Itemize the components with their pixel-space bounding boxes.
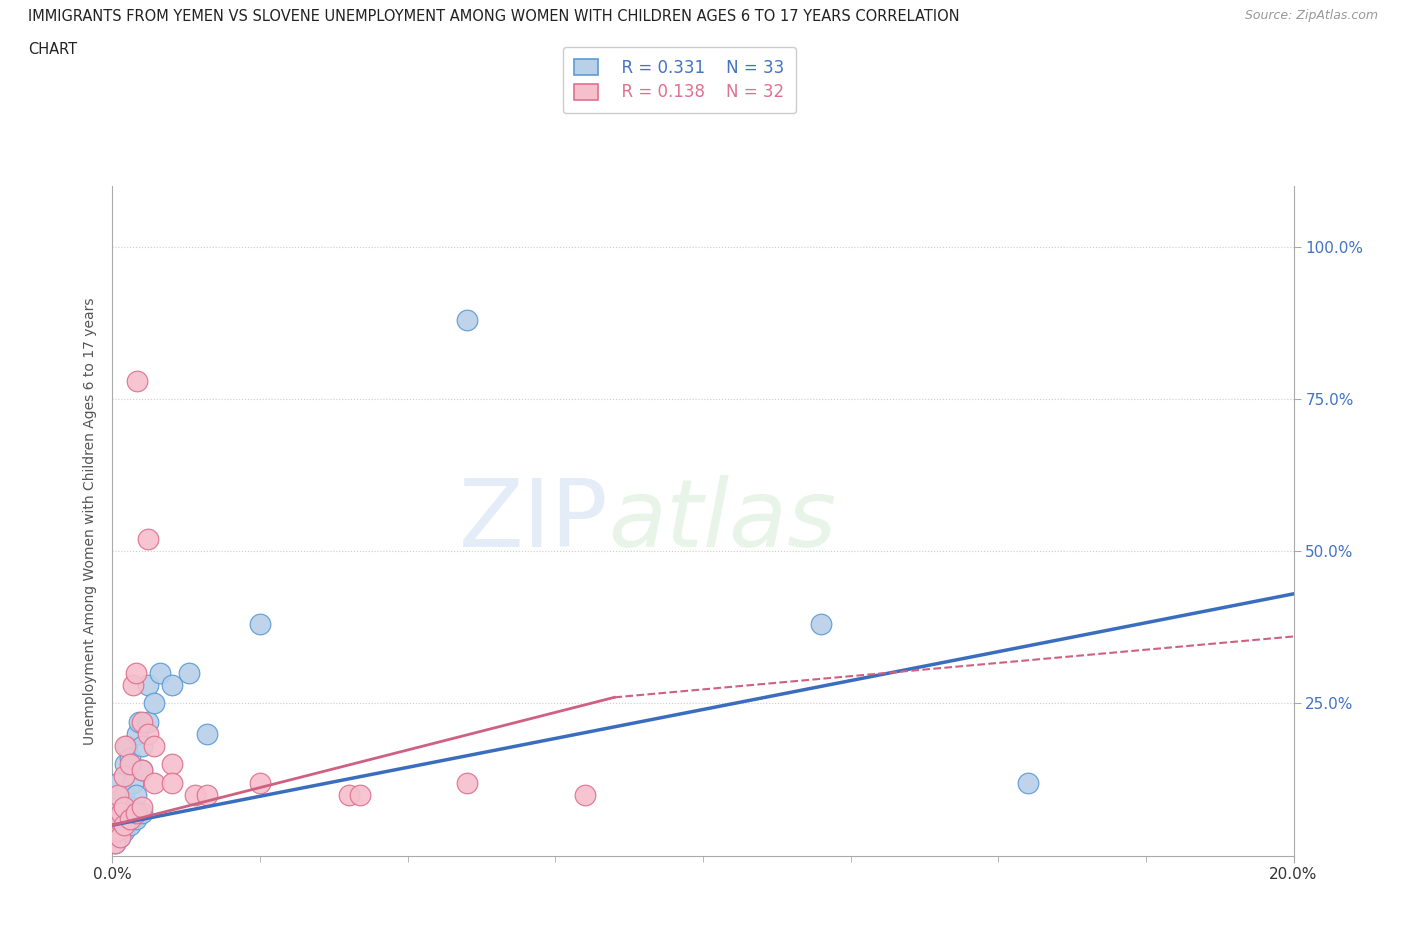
Point bbox=[112, 800, 135, 815]
Point bbox=[105, 817, 128, 832]
Point bbox=[131, 763, 153, 777]
Point bbox=[184, 788, 207, 803]
Point bbox=[131, 800, 153, 815]
Point bbox=[131, 738, 153, 753]
Point bbox=[125, 812, 148, 827]
Point bbox=[131, 763, 153, 777]
Text: atlas: atlas bbox=[609, 475, 837, 566]
Point bbox=[120, 817, 142, 832]
Point bbox=[107, 788, 129, 803]
Point bbox=[149, 666, 172, 681]
Point bbox=[128, 714, 150, 729]
Point bbox=[160, 775, 183, 790]
Point bbox=[131, 714, 153, 729]
Point bbox=[136, 726, 159, 741]
Point bbox=[125, 788, 148, 803]
Point bbox=[114, 757, 136, 772]
Point bbox=[107, 800, 129, 815]
Point bbox=[349, 788, 371, 803]
Point bbox=[122, 678, 145, 693]
Point bbox=[120, 757, 142, 772]
Text: Source: ZipAtlas.com: Source: ZipAtlas.com bbox=[1244, 9, 1378, 22]
Point bbox=[125, 805, 148, 820]
Point bbox=[136, 532, 159, 547]
Point bbox=[114, 738, 136, 753]
Point bbox=[337, 788, 360, 803]
Point bbox=[179, 666, 201, 681]
Point bbox=[104, 836, 127, 851]
Point bbox=[112, 788, 135, 803]
Point bbox=[1017, 775, 1039, 790]
Point bbox=[142, 775, 165, 790]
Point bbox=[136, 714, 159, 729]
Point bbox=[104, 836, 127, 851]
Y-axis label: Unemployment Among Women with Children Ages 6 to 17 years: Unemployment Among Women with Children A… bbox=[83, 297, 97, 745]
Text: IMMIGRANTS FROM YEMEN VS SLOVENE UNEMPLOYMENT AMONG WOMEN WITH CHILDREN AGES 6 T: IMMIGRANTS FROM YEMEN VS SLOVENE UNEMPLO… bbox=[28, 9, 960, 24]
Point bbox=[456, 312, 478, 327]
Point bbox=[110, 812, 132, 827]
Point bbox=[810, 617, 832, 631]
Point bbox=[160, 757, 183, 772]
Point bbox=[127, 373, 149, 388]
Point bbox=[122, 775, 145, 790]
Point bbox=[142, 696, 165, 711]
Point bbox=[195, 726, 218, 741]
Text: ZIP: ZIP bbox=[458, 475, 609, 566]
Point bbox=[112, 817, 135, 832]
Point bbox=[127, 726, 149, 741]
Legend: Immigrants from Yemen, Slovenes: Immigrants from Yemen, Slovenes bbox=[505, 923, 855, 930]
Point bbox=[125, 666, 148, 681]
Point bbox=[107, 812, 129, 827]
Point bbox=[456, 775, 478, 790]
Point bbox=[136, 678, 159, 693]
Point bbox=[131, 805, 153, 820]
Point bbox=[120, 812, 142, 827]
Text: CHART: CHART bbox=[28, 42, 77, 57]
Point bbox=[195, 788, 218, 803]
Point bbox=[105, 824, 128, 839]
Point bbox=[112, 824, 135, 839]
Point bbox=[107, 775, 129, 790]
Point bbox=[117, 738, 138, 753]
Point bbox=[249, 775, 271, 790]
Point bbox=[120, 751, 142, 765]
Point bbox=[142, 738, 165, 753]
Point bbox=[108, 830, 131, 844]
Point bbox=[112, 805, 135, 820]
Point bbox=[120, 800, 142, 815]
Point bbox=[160, 678, 183, 693]
Point bbox=[108, 830, 131, 844]
Point bbox=[110, 805, 132, 820]
Point bbox=[112, 769, 135, 784]
Point bbox=[249, 617, 271, 631]
Point bbox=[574, 788, 596, 803]
